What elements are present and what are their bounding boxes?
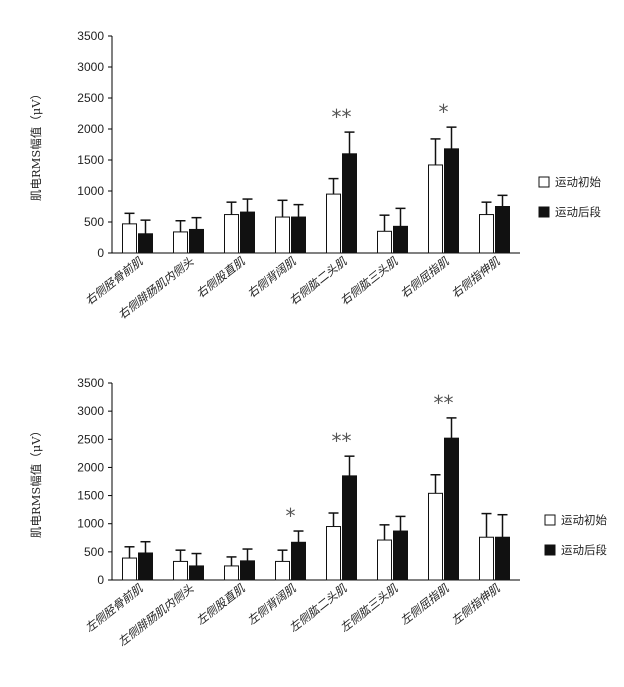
bar-initial [173, 231, 188, 254]
bar-late [342, 153, 357, 254]
bar-initial [122, 557, 137, 581]
y-tick-label: 3000 [77, 404, 104, 418]
bar-late [138, 552, 153, 581]
bar-late [495, 536, 510, 581]
y-tick-label: 1500 [77, 153, 104, 167]
significance-marker: * [286, 504, 296, 528]
x-category-label: 左侧指伸肌 [448, 581, 502, 628]
bar-initial [377, 539, 392, 581]
chart-panel-1: 0 500 1000 1500 2000 2500 3000 3500 肌电RMS幅值（μV） 右… [29, 29, 601, 322]
y-axis-title: 肌电RMS幅值（μV） [29, 425, 43, 538]
bar-late [342, 475, 357, 581]
bar-late [189, 565, 204, 581]
bar-initial [275, 560, 290, 581]
bar-late [291, 216, 306, 254]
x-category-label: 左侧屈指肌 [397, 581, 451, 628]
significance-marker: ** [434, 391, 454, 415]
x-category-label: 右侧肱三头肌 [337, 254, 400, 308]
y-tick-label: 2500 [77, 91, 104, 105]
significance-marker: ** [332, 429, 352, 453]
bar-late [393, 225, 408, 254]
bar-initial [428, 164, 443, 254]
bar-initial [173, 560, 188, 581]
bar-late [189, 228, 204, 254]
y-tick-label: 1500 [77, 489, 104, 503]
bar-late [444, 148, 459, 254]
significance-marker: * [439, 100, 449, 124]
y-tick-label: 3000 [77, 60, 104, 74]
bar-late [444, 437, 459, 581]
y-tick-label: 0 [97, 246, 104, 260]
y-tick-label: 1000 [77, 517, 104, 531]
y-tick-label: 2000 [77, 122, 104, 136]
bar-initial [224, 565, 239, 581]
y-tick-label: 0 [97, 573, 104, 587]
legend-label: 运动初始 [561, 513, 607, 527]
x-category-label: 右侧股直肌 [193, 254, 247, 301]
y-axis-title: 肌电RMS幅值（μV） [29, 88, 43, 201]
x-category-label: 左侧股直肌 [193, 581, 247, 628]
legend-swatch [538, 206, 550, 218]
legend-label: 运动后段 [555, 205, 601, 219]
legend-label: 运动初始 [555, 175, 601, 189]
legend-label: 运动后段 [561, 543, 607, 557]
y-tick-label: 3500 [77, 376, 104, 390]
y-tick-label: 2000 [77, 460, 104, 474]
bar-late [495, 206, 510, 254]
legend-swatch [538, 176, 550, 188]
y-tick-label: 2500 [77, 432, 104, 446]
x-category-label: 右侧指伸肌 [448, 254, 502, 301]
y-tick-label: 1000 [77, 184, 104, 198]
bar-initial [326, 193, 341, 254]
y-tick-label: 3500 [77, 29, 104, 43]
bar-initial [479, 536, 494, 581]
significance-marker: ** [332, 105, 352, 129]
chart-panel-2: 0 500 1000 1500 2000 2500 3000 3500 肌电RMS幅值（μV） 左… [29, 376, 607, 649]
bar-late [393, 530, 408, 581]
legend-swatch [544, 544, 556, 556]
bar-late [240, 560, 255, 581]
bar-initial [479, 214, 494, 254]
bar-late [138, 233, 153, 254]
x-category-label: 右侧屈指肌 [397, 254, 451, 301]
bar-initial [224, 214, 239, 254]
bar-initial [428, 492, 443, 581]
legend-swatch [544, 514, 556, 526]
bar-late [291, 541, 306, 581]
bar-initial [122, 223, 137, 254]
x-category-label: 左侧肱三头肌 [337, 581, 400, 635]
bar-initial [275, 216, 290, 254]
bar-late [240, 211, 255, 254]
y-tick-label: 500 [84, 215, 104, 229]
y-tick-label: 500 [84, 545, 104, 559]
bar-initial [326, 526, 341, 581]
bar-initial [377, 230, 392, 254]
